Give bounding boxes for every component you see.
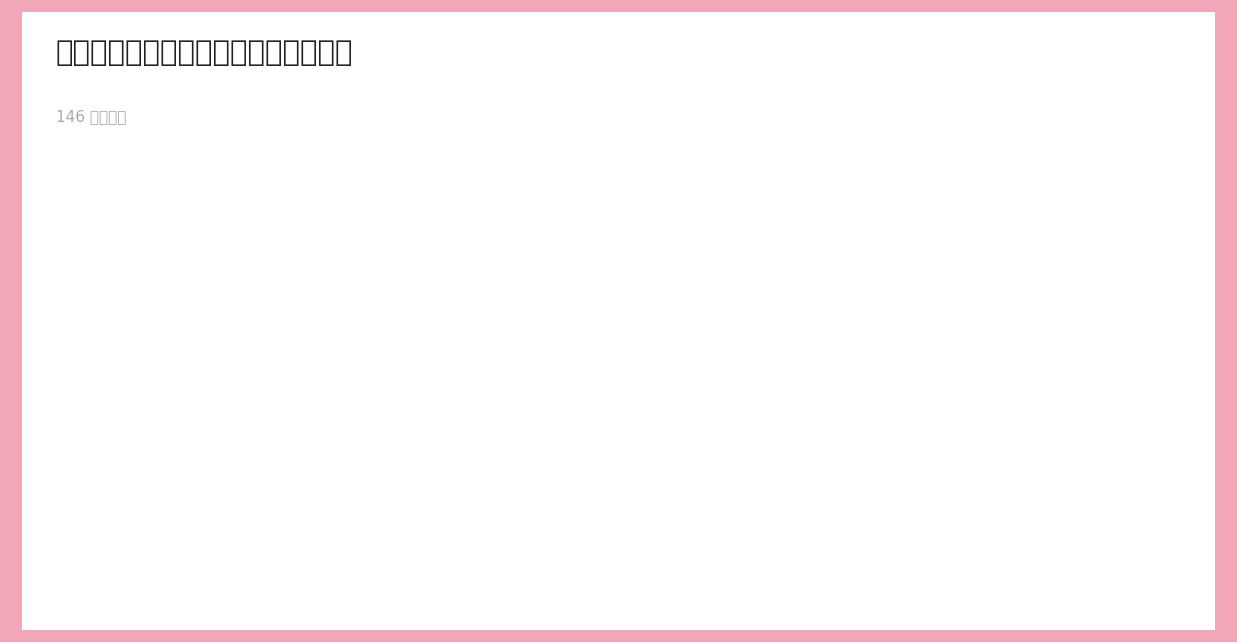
Bar <box>260 362 623 381</box>
Bar <box>260 263 1007 281</box>
Text: —41 (28.1%): —41 (28.1%) <box>548 331 630 345</box>
Text: —3 (2.1%): —3 (2.1%) <box>287 431 353 444</box>
Text: —60 (41.1%): —60 (41.1%) <box>678 299 760 311</box>
Bar <box>260 528 267 546</box>
Text: —1 (0.7%): —1 (0.7%) <box>273 464 340 478</box>
Text: アルバイトを選ぶ際に重要視すること: アルバイトを選ぶ際に重要視すること <box>56 39 354 67</box>
Bar <box>260 462 267 480</box>
Bar <box>260 296 670 314</box>
Bar <box>260 229 740 248</box>
Bar <box>260 329 541 347</box>
Text: —70 (47.9%): —70 (47.9%) <box>746 232 829 245</box>
Text: —53 (36.3%): —53 (36.3%) <box>630 365 711 377</box>
Text: —79 (54.1%): —79 (54.1%) <box>808 398 889 411</box>
Text: —1 (0.7%): —1 (0.7%) <box>273 531 340 544</box>
Bar <box>260 395 802 413</box>
Bar <box>260 561 267 580</box>
Bar <box>260 428 281 447</box>
Text: —1 (0.7%): —1 (0.7%) <box>273 564 340 577</box>
Text: —109 (74.7%): —109 (74.7%) <box>1013 265 1103 278</box>
Text: —1 (0.7%): —1 (0.7%) <box>273 498 340 510</box>
Text: 146 件の回答: 146 件の回答 <box>56 109 126 124</box>
Bar <box>260 495 267 513</box>
